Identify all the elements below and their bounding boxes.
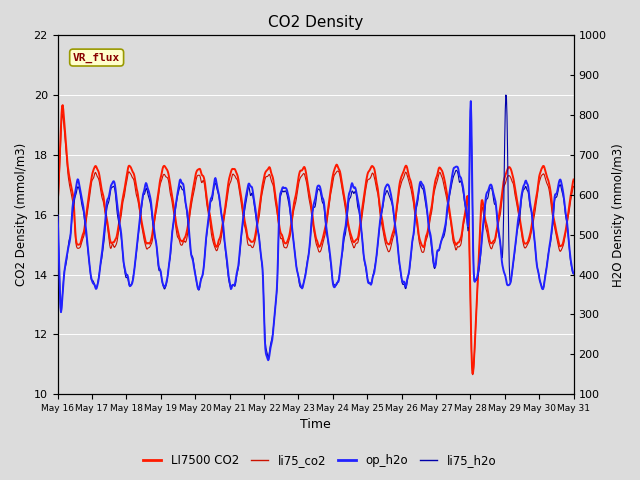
li75_h2o [188, 253, 196, 259]
Line: li75_h2o: li75_h2o [58, 95, 573, 357]
op_h2o [264, 357, 272, 363]
op_h2o [500, 270, 508, 276]
Line: op_h2o: op_h2o [58, 101, 573, 360]
op_h2o [422, 194, 429, 200]
li75_co2 [422, 240, 429, 245]
Y-axis label: CO2 Density (mmol/m3): CO2 Density (mmol/m3) [15, 143, 28, 287]
LI7500 CO2 [500, 176, 508, 182]
li75_h2o [264, 354, 272, 360]
li75_co2 [443, 196, 451, 202]
LI7500 CO2 [111, 239, 118, 244]
op_h2o [110, 179, 118, 184]
Line: LI7500 CO2: LI7500 CO2 [58, 105, 573, 373]
LI7500 CO2 [275, 218, 282, 224]
LI7500 CO2 [189, 190, 196, 195]
Legend: LI7500 CO2, li75_co2, op_h2o, li75_h2o: LI7500 CO2, li75_co2, op_h2o, li75_h2o [139, 449, 501, 472]
op_h2o [54, 212, 61, 218]
li75_h2o [422, 201, 429, 207]
LI7500 CO2 [443, 190, 451, 195]
li75_co2 [54, 209, 61, 215]
op_h2o [443, 211, 451, 216]
op_h2o [275, 230, 282, 236]
Text: VR_flux: VR_flux [73, 52, 120, 63]
li75_co2 [570, 183, 577, 189]
li75_co2 [275, 221, 282, 227]
LI7500 CO2 [54, 200, 61, 205]
Line: li75_co2: li75_co2 [58, 114, 573, 375]
li75_co2 [111, 244, 118, 250]
LI7500 CO2 [468, 371, 476, 376]
op_h2o [467, 98, 475, 104]
li75_h2o [110, 183, 118, 189]
li75_co2 [189, 196, 196, 202]
op_h2o [570, 270, 577, 276]
X-axis label: Time: Time [300, 419, 331, 432]
LI7500 CO2 [422, 236, 429, 242]
op_h2o [188, 254, 196, 260]
LI7500 CO2 [59, 102, 67, 108]
li75_co2 [500, 183, 508, 189]
li75_h2o [502, 92, 509, 98]
li75_co2 [468, 372, 476, 378]
Y-axis label: H2O Density (mmol/m3): H2O Density (mmol/m3) [612, 143, 625, 287]
LI7500 CO2 [570, 177, 577, 182]
Title: CO2 Density: CO2 Density [268, 15, 363, 30]
li75_h2o [500, 216, 508, 221]
li75_co2 [59, 111, 67, 117]
li75_h2o [443, 213, 451, 219]
li75_h2o [275, 232, 282, 238]
li75_h2o [54, 216, 61, 221]
li75_h2o [570, 271, 577, 277]
